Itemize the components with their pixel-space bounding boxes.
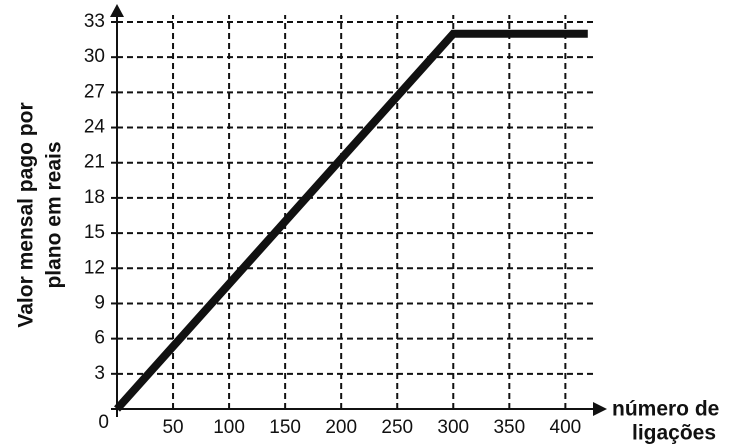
x-tick-label: 250 — [381, 417, 413, 438]
y-tick-label: 9 — [94, 292, 105, 313]
x-tick-label: 350 — [493, 417, 525, 438]
x-axis-label: número de — [612, 398, 719, 421]
y-tick-label: 15 — [84, 222, 105, 243]
line-series — [114, 29, 588, 412]
y-tick-label: 3 — [94, 363, 105, 384]
y-tick-label: 24 — [84, 117, 106, 138]
y-axis-label: plano em reais — [43, 141, 66, 288]
y-tick-label: 0 — [98, 412, 109, 433]
y-tick-label: 18 — [84, 187, 105, 208]
y-tick-label: 6 — [94, 328, 105, 349]
y-tick-label: 33 — [84, 11, 105, 32]
y-axis-arrow — [110, 4, 124, 17]
x-tick-label: 100 — [213, 417, 245, 438]
x-axis-arrow — [593, 402, 607, 416]
x-tick-label: 50 — [162, 417, 183, 438]
x-tick-label: 300 — [437, 417, 469, 438]
x-tick-label: 200 — [325, 417, 357, 438]
y-tick-label: 27 — [84, 81, 105, 102]
x-axis-label: ligações — [632, 422, 716, 445]
y-tick-label: 12 — [84, 257, 105, 278]
y-axis-label: Valor mensal pago por — [15, 102, 38, 327]
y-tick-label: 30 — [84, 46, 105, 67]
y-tick-label: 21 — [84, 152, 105, 173]
x-tick-label: 400 — [550, 417, 582, 438]
x-tick-label: 150 — [269, 417, 301, 438]
